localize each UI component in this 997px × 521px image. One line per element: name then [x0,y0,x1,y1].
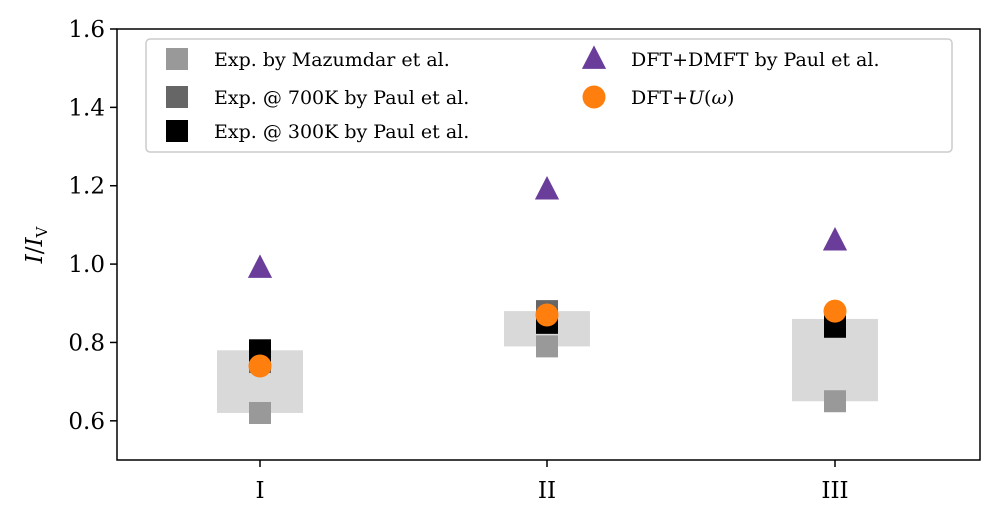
marker-dft-dmft-by-paul-et-al-i [247,254,273,278]
x-tick-label: I [255,478,264,504]
marker-exp-by-mazumdar-et-al-ii [536,335,558,358]
x-axis: I II III [255,460,849,504]
legend-marker-exp-300k-by-paul-et-al [166,120,188,142]
y-axis-label: I/IV [22,225,51,264]
marker-exp-by-mazumdar-et-al-i [249,401,271,424]
marker-dft-dmft-by-paul-et-al-iii [822,226,848,251]
y-tick-label: 1.6 [68,17,105,43]
data-markers [247,176,848,424]
legend-label-dft-u: DFT+U(ω) [631,87,734,109]
y-tick-label: 0.8 [68,330,105,356]
marker-dft-u-i [248,354,272,378]
legend-marker-exp-700k-by-paul-et-al [166,86,188,108]
y-tick-label: 1.0 [68,252,105,278]
marker-dft-dmft-by-paul-et-al-ii [534,176,560,200]
legend-marker-dft-dmft-by-paul-et-al [581,45,607,69]
legend-marker-dft-u [582,85,606,109]
y-axis: 0.6 0.8 1.0 1.2 1.4 1.6 [68,17,117,435]
marker-exp-300k-by-paul-et-al-i [249,339,271,362]
legend-label-dft-dmft-by-paul-et-al: DFT+DMFT by Paul et al. [631,49,880,71]
y-tick-label: 1.2 [68,174,105,200]
legend-label-exp-700k-by-paul-et-al: Exp. @ 700K by Paul et al. [214,87,469,109]
legend-box [145,38,953,153]
marker-exp-by-mazumdar-et-al-iii [824,390,846,413]
y-tick-label: 1.4 [68,95,105,121]
legend-marker-exp-by-mazumdar-et-al [166,48,188,70]
x-tick-label: II [538,478,556,504]
marker-dft-u-ii [535,303,559,327]
y-tick-label: 0.6 [68,409,105,435]
plot-frame [116,28,981,461]
legend-label-exp-300k-by-paul-et-al: Exp. @ 300K by Paul et al. [214,121,469,143]
legend: Exp. by Mazumdar et al. Exp. @ 700K by Pa… [145,38,953,153]
legend-label-exp-by-mazumdar-et-al: Exp. by Mazumdar et al. [214,49,450,71]
marker-dft-u-iii [823,299,847,323]
x-tick-label: III [821,478,848,504]
marker-exp-300k-by-paul-et-al-iii [824,315,846,338]
